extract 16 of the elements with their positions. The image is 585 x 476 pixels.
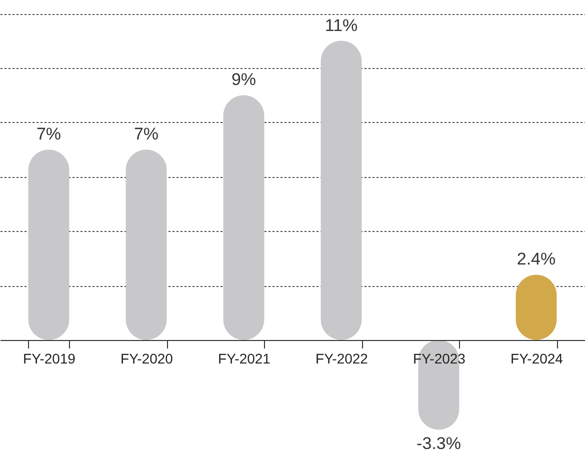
x-tick-label: FY-2020 (120, 350, 174, 366)
x-tick-label: FY-2022 (316, 350, 368, 366)
bar (320, 40, 362, 340)
data-label: 9% (231, 70, 256, 90)
x-tick-label: FY-2021 (218, 350, 271, 366)
data-label: -3.3% (416, 434, 461, 453)
bar (126, 150, 167, 340)
x-tick-label: FY-2019 (23, 350, 76, 366)
data-label: 11% (324, 16, 358, 35)
bar (223, 95, 264, 340)
x-tick-label: FY-2024 (510, 350, 564, 366)
data-label: 2.4% (516, 250, 556, 269)
bar (28, 150, 70, 340)
data-label: 7% (134, 124, 159, 144)
x-tick-label: FY-2023 (413, 350, 466, 366)
data-label: 7% (36, 124, 62, 144)
